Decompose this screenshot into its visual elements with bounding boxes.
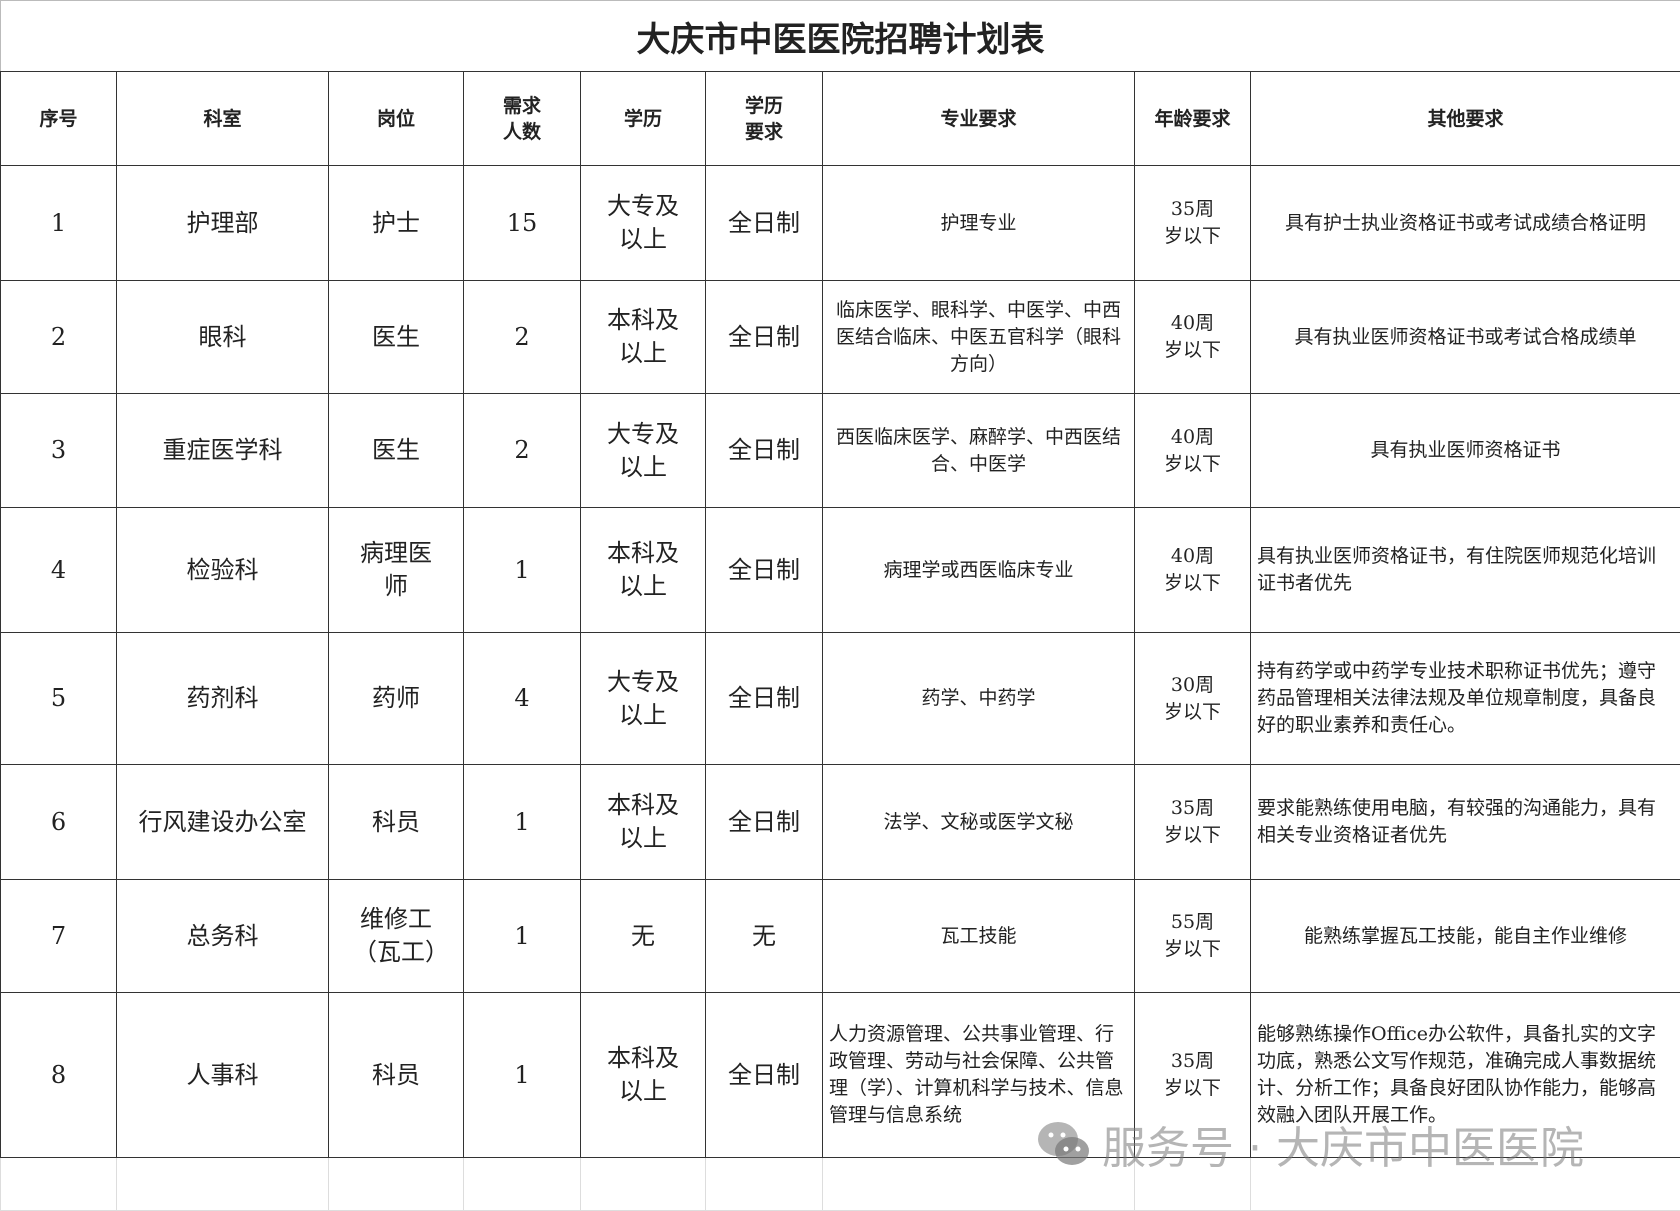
cell-post: 药师	[329, 633, 464, 765]
cell-age: 55周岁以下	[1135, 880, 1251, 993]
header-major: 专业要求	[823, 72, 1135, 166]
cell-mode: 全日制	[706, 166, 823, 281]
header-no: 序号	[1, 72, 117, 166]
cell-age: 30周岁以下	[1135, 633, 1251, 765]
cell-other: 具有执业医师资格证书或考试合格成绩单	[1251, 281, 1680, 394]
header-edu: 学历	[581, 72, 706, 166]
header-row: 序号科室岗位需求人数学历学历要求专业要求年龄要求其他要求	[1, 72, 1680, 166]
cell-other: 要求能熟练使用电脑，有较强的沟通能力，具有相关专业资格证者优先	[1251, 765, 1680, 880]
cell-major: 法学、文秘或医学文秘	[823, 765, 1135, 880]
cell-no: 6	[1, 765, 117, 880]
header-count: 需求人数	[464, 72, 581, 166]
cell-post: 维修工（瓦工）	[329, 880, 464, 993]
cell-mode: 全日制	[706, 765, 823, 880]
cell-count: 1	[464, 880, 581, 993]
cell-no: 4	[1, 508, 117, 633]
cell-post: 科员	[329, 993, 464, 1158]
cell-post: 医生	[329, 281, 464, 394]
table-title: 大庆市中医医院招聘计划表	[1, 1, 1680, 72]
cell-age: 35周岁以下	[1135, 166, 1251, 281]
cell-age: 40周岁以下	[1135, 281, 1251, 394]
cell-edu: 本科及以上	[581, 765, 706, 880]
cell-dept: 药剂科	[117, 633, 329, 765]
cell-post: 护士	[329, 166, 464, 281]
cell-edu: 本科及以上	[581, 993, 706, 1158]
watermark-text: 服务号 · 大庆市中医医院	[1102, 1112, 1584, 1176]
cell-edu: 大专及以上	[581, 633, 706, 765]
cell-major: 瓦工技能	[823, 880, 1135, 993]
cell-major: 病理学或西医临床专业	[823, 508, 1135, 633]
cell-other: 具有执业医师资格证书，有住院医师规范化培训证书者优先	[1251, 508, 1680, 633]
cell-count: 1	[464, 508, 581, 633]
cell-mode: 全日制	[706, 633, 823, 765]
header-post: 岗位	[329, 72, 464, 166]
cell-dept: 总务科	[117, 880, 329, 993]
cell-major: 药学、中药学	[823, 633, 1135, 765]
cell-no: 8	[1, 993, 117, 1158]
cell-dept: 人事科	[117, 993, 329, 1158]
cell-mode: 全日制	[706, 993, 823, 1158]
wechat-icon	[1036, 1119, 1092, 1169]
cell-other: 具有执业医师资格证书	[1251, 394, 1680, 508]
cell-post: 医生	[329, 394, 464, 508]
cell-other: 具有护士执业资格证书或考试成绩合格证明	[1251, 166, 1680, 281]
cell-count: 2	[464, 394, 581, 508]
cell-count: 1	[464, 993, 581, 1158]
cell-no: 5	[1, 633, 117, 765]
cell-no: 3	[1, 394, 117, 508]
cell-post: 病理医师	[329, 508, 464, 633]
cell-no: 7	[1, 880, 117, 993]
cell-edu: 本科及以上	[581, 281, 706, 394]
cell-age: 40周岁以下	[1135, 394, 1251, 508]
cell-count: 15	[464, 166, 581, 281]
cell-dept: 重症医学科	[117, 394, 329, 508]
cell-mode: 全日制	[706, 508, 823, 633]
cell-dept: 行风建设办公室	[117, 765, 329, 880]
cell-mode: 全日制	[706, 394, 823, 508]
cell-dept: 眼科	[117, 281, 329, 394]
cell-no: 1	[1, 166, 117, 281]
cell-mode: 全日制	[706, 281, 823, 394]
cell-dept: 检验科	[117, 508, 329, 633]
cell-age: 40周岁以下	[1135, 508, 1251, 633]
cell-age: 35周岁以下	[1135, 765, 1251, 880]
cell-count: 1	[464, 765, 581, 880]
cell-post: 科员	[329, 765, 464, 880]
cell-edu: 本科及以上	[581, 508, 706, 633]
header-other: 其他要求	[1251, 72, 1680, 166]
cell-count: 2	[464, 281, 581, 394]
cell-dept: 护理部	[117, 166, 329, 281]
cell-count: 4	[464, 633, 581, 765]
header-age: 年龄要求	[1135, 72, 1251, 166]
header-dept: 科室	[117, 72, 329, 166]
cell-other: 持有药学或中药学专业技术职称证书优先；遵守药品管理相关法律法规及单位规章制度，具…	[1251, 633, 1680, 765]
watermark: 服务号 · 大庆市中医医院	[1036, 1112, 1584, 1176]
cell-mode: 无	[706, 880, 823, 993]
cell-edu: 无	[581, 880, 706, 993]
cell-edu: 大专及以上	[581, 394, 706, 508]
cell-edu: 大专及以上	[581, 166, 706, 281]
cell-major: 护理专业	[823, 166, 1135, 281]
cell-no: 2	[1, 281, 117, 394]
header-mode: 学历要求	[706, 72, 823, 166]
cell-major: 西医临床医学、麻醉学、中西医结合、中医学	[823, 394, 1135, 508]
cell-major: 临床医学、眼科学、中医学、中西医结合临床、中医五官科学（眼科方向）	[823, 281, 1135, 394]
cell-other: 能熟练掌握瓦工技能，能自主作业维修	[1251, 880, 1680, 993]
